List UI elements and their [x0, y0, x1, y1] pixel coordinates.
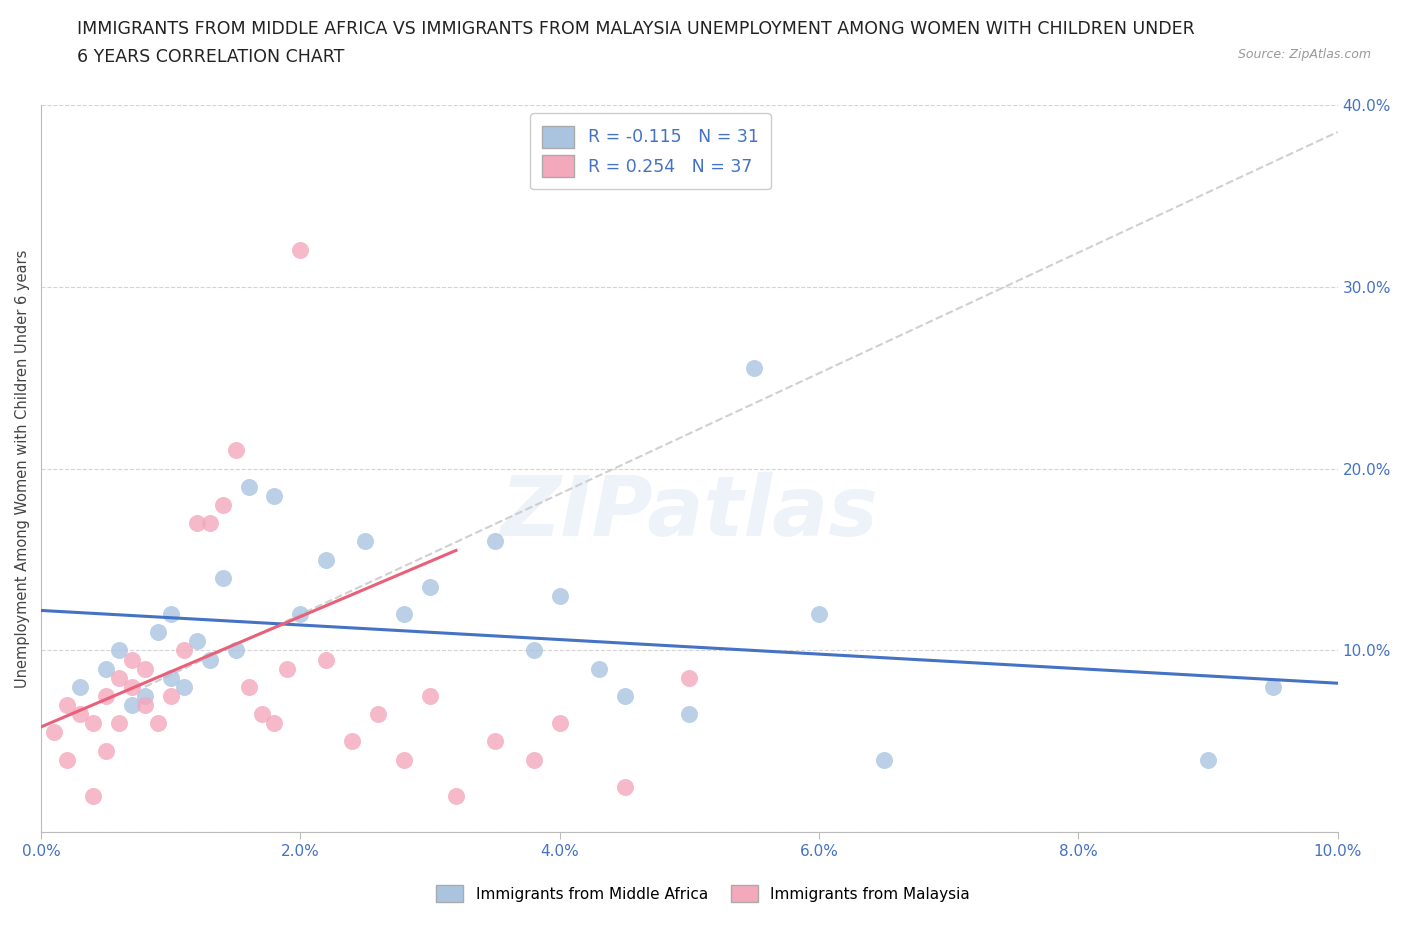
Point: [613, 688, 636, 703]
Point: [613, 779, 636, 794]
Point: [121, 680, 143, 695]
Point: [94, 743, 117, 758]
Point: [873, 752, 896, 767]
Point: [342, 734, 364, 749]
Point: [419, 579, 441, 594]
Point: [484, 734, 506, 749]
Legend: R = -0.115   N = 31, R = 0.254   N = 37: R = -0.115 N = 31, R = 0.254 N = 37: [530, 113, 770, 189]
Point: [211, 498, 233, 512]
Point: [173, 680, 195, 695]
Point: [94, 661, 117, 676]
Point: [225, 643, 247, 658]
Point: [315, 652, 337, 667]
Point: [263, 488, 285, 503]
Point: [290, 606, 312, 621]
Point: [159, 671, 181, 685]
Point: [354, 534, 377, 549]
Point: [315, 552, 337, 567]
Point: [94, 688, 117, 703]
Point: [134, 698, 156, 712]
Point: [198, 652, 221, 667]
Point: [56, 752, 79, 767]
Point: [121, 698, 143, 712]
Point: [548, 589, 571, 604]
Point: [159, 688, 181, 703]
Point: [276, 661, 298, 676]
Point: [290, 243, 312, 258]
Point: [134, 661, 156, 676]
Text: IMMIGRANTS FROM MIDDLE AFRICA VS IMMIGRANTS FROM MALAYSIA UNEMPLOYMENT AMONG WOM: IMMIGRANTS FROM MIDDLE AFRICA VS IMMIGRA…: [77, 20, 1195, 38]
Point: [1261, 680, 1284, 695]
Point: [419, 688, 441, 703]
Point: [69, 680, 91, 695]
Point: [225, 443, 247, 458]
Point: [198, 515, 221, 530]
Y-axis label: Unemployment Among Women with Children Under 6 years: Unemployment Among Women with Children U…: [15, 249, 30, 687]
Point: [159, 606, 181, 621]
Point: [444, 789, 467, 804]
Point: [392, 606, 415, 621]
Point: [678, 671, 700, 685]
Point: [238, 479, 260, 494]
Legend: Immigrants from Middle Africa, Immigrants from Malaysia: Immigrants from Middle Africa, Immigrant…: [430, 879, 976, 909]
Text: Source: ZipAtlas.com: Source: ZipAtlas.com: [1237, 48, 1371, 61]
Point: [56, 698, 79, 712]
Point: [211, 570, 233, 585]
Point: [173, 643, 195, 658]
Point: [42, 724, 65, 739]
Point: [263, 716, 285, 731]
Point: [82, 716, 104, 731]
Point: [678, 707, 700, 722]
Point: [742, 361, 765, 376]
Point: [250, 707, 273, 722]
Point: [108, 671, 131, 685]
Point: [548, 716, 571, 731]
Point: [186, 515, 208, 530]
Point: [121, 652, 143, 667]
Point: [146, 625, 169, 640]
Point: [392, 752, 415, 767]
Point: [484, 534, 506, 549]
Point: [1197, 752, 1219, 767]
Point: [238, 680, 260, 695]
Point: [108, 716, 131, 731]
Text: 6 YEARS CORRELATION CHART: 6 YEARS CORRELATION CHART: [77, 48, 344, 66]
Point: [134, 688, 156, 703]
Point: [108, 643, 131, 658]
Text: ZIPatlas: ZIPatlas: [501, 472, 879, 552]
Point: [69, 707, 91, 722]
Point: [186, 634, 208, 649]
Point: [367, 707, 389, 722]
Point: [146, 716, 169, 731]
Point: [808, 606, 831, 621]
Point: [588, 661, 610, 676]
Point: [82, 789, 104, 804]
Point: [523, 752, 546, 767]
Point: [523, 643, 546, 658]
